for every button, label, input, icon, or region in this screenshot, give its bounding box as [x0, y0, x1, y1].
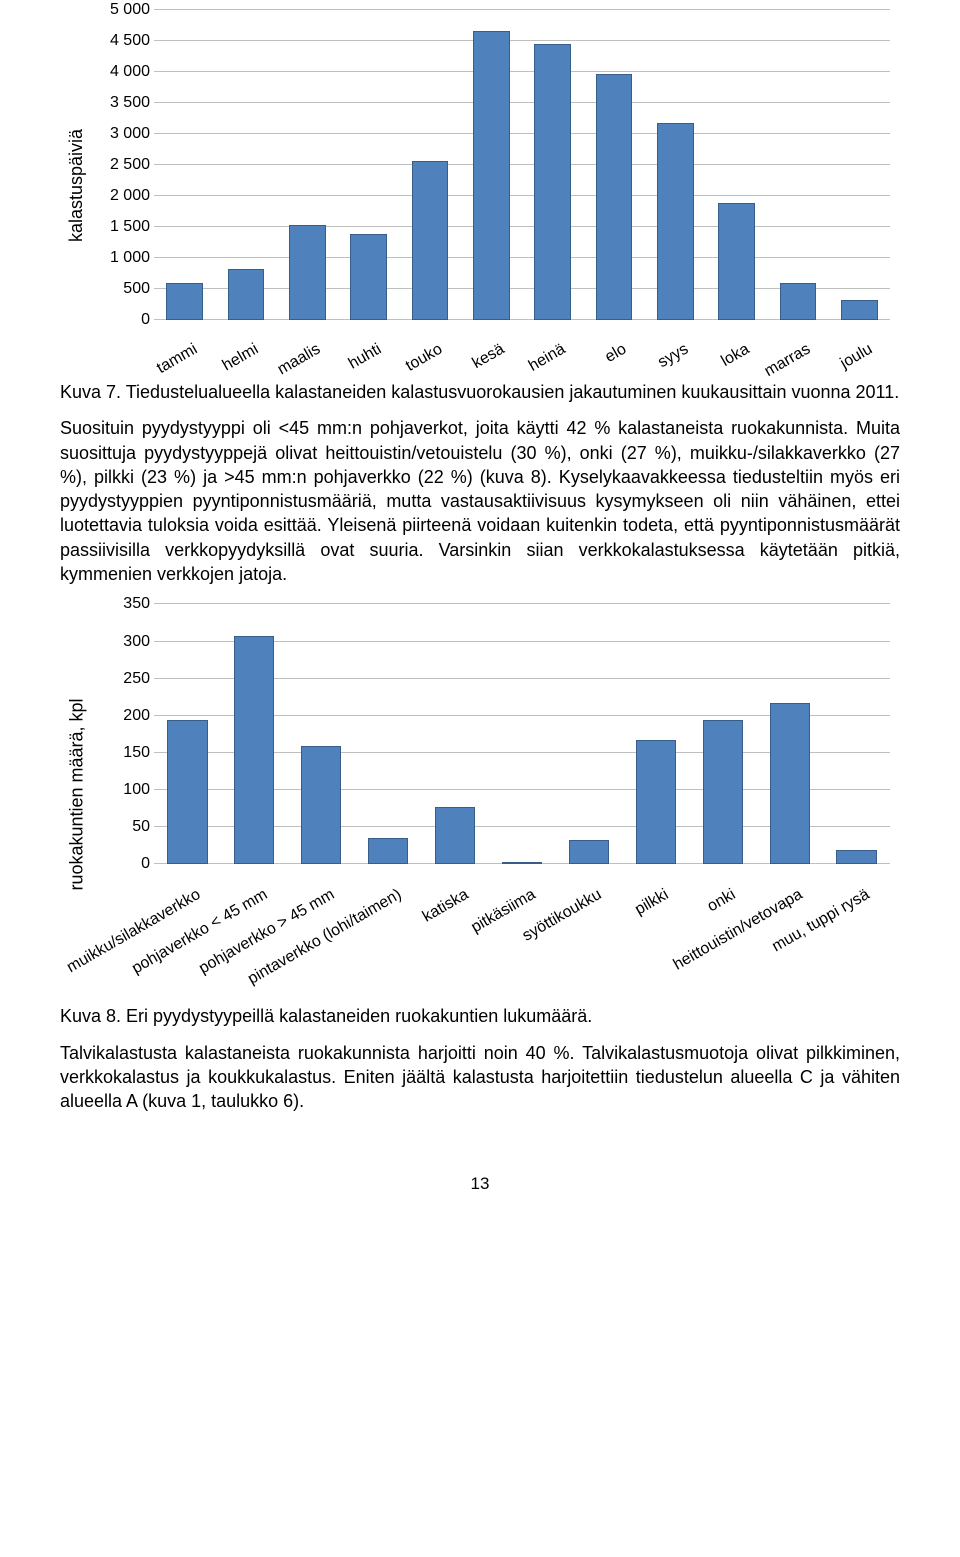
bar	[234, 636, 274, 864]
bar-slot	[288, 604, 355, 864]
chart1-xlabels: tammihelmimaalishuhtitoukokesäheinäelosy…	[154, 320, 890, 360]
chart1-plot: 05001 0001 5002 0002 5003 0003 5004 0004…	[94, 10, 900, 320]
bar	[167, 720, 207, 865]
xlabel: joulu	[837, 320, 910, 385]
bar-slot	[583, 10, 644, 320]
bar-slot	[355, 604, 422, 864]
bar-slot	[756, 604, 823, 864]
bar-slot	[221, 604, 288, 864]
paragraph-2: Talvikalastusta kalastaneista ruokakunni…	[60, 1041, 900, 1114]
ytick-label: 1 000	[94, 249, 150, 267]
chart-months: kalastuspäiviä 0 500 1 000 1 500 2 000 2 500 3…	[60, 10, 900, 360]
chart-gear-types: ruokakuntien määrä, kpl 0 50 100 150 200 250 3…	[60, 604, 900, 984]
bar	[841, 300, 878, 320]
bar-slot	[154, 10, 215, 320]
ytick-label: 1 500	[94, 218, 150, 236]
bar-slot	[422, 604, 489, 864]
bar	[718, 203, 755, 320]
bar	[534, 44, 571, 320]
ytick-label: 250	[94, 670, 150, 688]
bar	[636, 740, 676, 865]
bar	[412, 161, 449, 320]
bar	[657, 123, 694, 320]
bar	[166, 283, 203, 320]
bar	[301, 746, 341, 865]
caption-kuva-7: Kuva 7. Tiedustelualueella kalastaneiden…	[60, 380, 900, 404]
bar	[289, 225, 326, 320]
bar	[473, 31, 510, 320]
bar-slot	[555, 604, 622, 864]
bar	[350, 234, 387, 320]
ytick-label: 100	[94, 781, 150, 799]
ytick-label: 4 500	[94, 32, 150, 50]
bar	[596, 74, 633, 320]
chart2-plot: 050100150200250300350	[94, 604, 900, 864]
ytick-label: 200	[94, 707, 150, 725]
bar	[780, 283, 817, 320]
ytick-label: 4 000	[94, 63, 150, 81]
chart2-ylabel-cell: ruokakuntien määrä, kpl	[60, 604, 94, 984]
ytick-label: 3 000	[94, 125, 150, 143]
ytick-label: 0	[94, 855, 150, 873]
bar	[368, 838, 408, 864]
chart2-ylabel: ruokakuntien määrä, kpl	[67, 698, 88, 890]
bar-slot	[829, 10, 890, 320]
ytick-label: 2 000	[94, 187, 150, 205]
bar-slot	[689, 604, 756, 864]
ytick-label: 2 500	[94, 156, 150, 174]
ytick-label: 150	[94, 744, 150, 762]
ytick-label: 50	[94, 818, 150, 836]
bar	[502, 862, 542, 864]
bar-slot	[399, 10, 460, 320]
bar-slot	[277, 10, 338, 320]
bar	[228, 269, 265, 320]
bar-slot	[823, 604, 890, 864]
chart1-ylabel-cell: kalastuspäiviä	[60, 10, 94, 360]
bar-slot	[215, 10, 276, 320]
bar-slot	[522, 10, 583, 320]
ytick-label: 300	[94, 633, 150, 651]
bar-slot	[767, 10, 828, 320]
bar	[435, 807, 475, 864]
bar	[569, 840, 609, 865]
bar	[703, 720, 743, 865]
bar	[770, 703, 810, 864]
chart2-xlabels: muikku/silakkaverkkopohjaverkko < 45 mmp…	[154, 864, 890, 984]
ytick-label: 5 000	[94, 1, 150, 19]
bar-slot	[461, 10, 522, 320]
ytick-label: 500	[94, 280, 150, 298]
ytick-label: 0	[94, 311, 150, 329]
bar-slot	[154, 604, 221, 864]
bar	[836, 850, 876, 865]
bar-slot	[489, 604, 556, 864]
bar-slot	[645, 10, 706, 320]
bar-slot	[706, 10, 767, 320]
paragraph-1: Suosituin pyydystyyppi oli <45 mm:n pohj…	[60, 416, 900, 586]
bar-slot	[622, 604, 689, 864]
ytick-label: 3 500	[94, 94, 150, 112]
chart1-ylabel: kalastuspäiviä	[67, 128, 88, 241]
page-number: 13	[60, 1174, 900, 1194]
caption-kuva-8: Kuva 8. Eri pyydystyypeillä kalastaneide…	[60, 1004, 900, 1028]
bar-slot	[338, 10, 399, 320]
ytick-label: 350	[94, 595, 150, 613]
